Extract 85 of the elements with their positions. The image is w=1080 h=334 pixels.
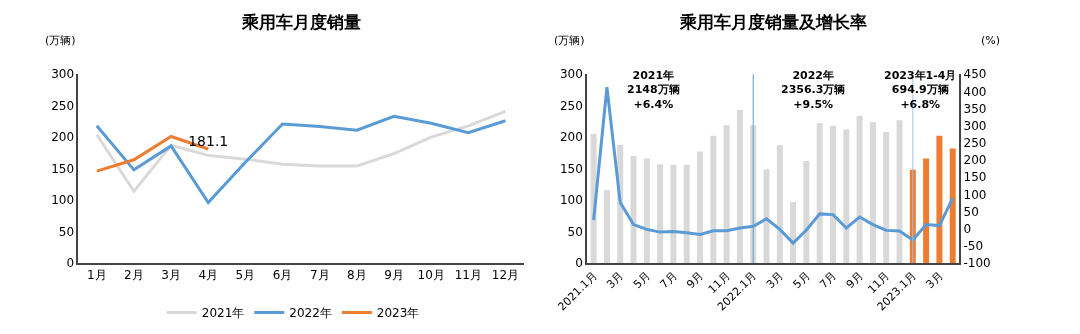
y-tick-label: 50 xyxy=(567,224,583,239)
line-series xyxy=(95,114,507,205)
annotation: 2021年 2148万辆 +6.4% xyxy=(627,69,680,111)
annotation: 2022年 2356.3万辆 +9.5% xyxy=(781,69,846,111)
bar xyxy=(643,158,650,263)
x-tick-label: 3月 xyxy=(161,268,181,283)
x-tick-label: 5月 xyxy=(235,268,256,283)
x-tick-label: 7月 xyxy=(309,268,330,283)
bar xyxy=(683,164,690,263)
y-tick-label: 250 xyxy=(51,98,75,113)
y-tick-label: 0 xyxy=(66,256,75,271)
bar xyxy=(670,164,677,263)
x-tick-label: 7月 xyxy=(657,269,680,292)
x-tick-label: 4月 xyxy=(198,268,219,283)
bar xyxy=(883,132,890,263)
y-tick-label: 250 xyxy=(559,98,583,113)
chart-title: 乘用车月度销量 xyxy=(241,12,361,32)
x-tick-label: 8月 xyxy=(347,268,367,283)
legend-label: 2021年 xyxy=(201,306,245,321)
x-tick-label: 10月 xyxy=(417,268,445,283)
y-tick-label: 200 xyxy=(559,130,583,145)
y-tick-label: 200 xyxy=(51,130,75,145)
x-tick-label: 7月 xyxy=(817,269,840,292)
y2-tick-label: 50 xyxy=(963,204,979,219)
bar xyxy=(803,161,810,263)
x-tick-label: 5月 xyxy=(630,269,653,292)
y2-tick-label: 100 xyxy=(963,187,987,202)
y2-tick-label: 150 xyxy=(963,170,987,185)
bar xyxy=(816,123,823,263)
x-tick-label: 3月 xyxy=(923,269,946,292)
y-tick-label: 0 xyxy=(575,256,583,271)
y-axis-title: (万辆) xyxy=(554,34,585,47)
x-tick-label: 3月 xyxy=(763,269,786,292)
data-label: 181.1 xyxy=(188,132,229,149)
y2-tick-label: 250 xyxy=(963,136,987,151)
bar xyxy=(869,122,876,263)
y-tick-label: 100 xyxy=(51,193,75,208)
bar xyxy=(896,120,903,263)
bar xyxy=(776,145,783,263)
bar xyxy=(763,169,770,263)
bar xyxy=(923,158,930,263)
bar xyxy=(697,151,704,263)
x-tick-label: 2月 xyxy=(124,268,144,283)
y-tick-label: 150 xyxy=(51,161,75,176)
legend-label: 2023年 xyxy=(376,306,420,321)
bar xyxy=(657,164,664,263)
y2-tick-label: 350 xyxy=(963,101,987,116)
annotation: 2023年1-4月 694.9万辆 +6.8% xyxy=(884,69,957,111)
bar xyxy=(830,125,837,263)
y-tick-label: 300 xyxy=(51,67,75,82)
bar xyxy=(843,129,850,263)
legend-label: 2022年 xyxy=(289,306,332,321)
x-tick-label: 9月 xyxy=(684,269,707,292)
y2-tick-label: 450 xyxy=(963,67,987,82)
x-tick-label: 5月 xyxy=(790,269,813,292)
y2-tick-label: 400 xyxy=(963,84,987,99)
x-tick-label: 9月 xyxy=(843,269,866,292)
bar xyxy=(723,125,730,263)
x-tick-label: 6月 xyxy=(272,268,293,283)
y-tick-label: 150 xyxy=(559,161,583,176)
y2-axis-title: (%) xyxy=(981,34,1001,47)
bar xyxy=(790,201,797,263)
bar xyxy=(630,156,637,263)
bar xyxy=(936,135,943,263)
y2-tick-label: -50 xyxy=(963,239,984,254)
y-tick-label: 300 xyxy=(559,67,583,82)
bar xyxy=(949,148,956,263)
y-axis-title: (万辆) xyxy=(45,34,76,47)
y-tick-label: 100 xyxy=(559,193,583,208)
line-series xyxy=(95,109,507,193)
x-tick-label: 3月 xyxy=(604,269,627,292)
y2-tick-label: -100 xyxy=(963,256,991,271)
chart-title: 乘用车月度销量及增长率 xyxy=(679,12,867,32)
x-tick-label: 9月 xyxy=(384,268,404,283)
x-tick-label: 11月 xyxy=(454,268,482,283)
bar xyxy=(603,190,610,263)
y2-tick-label: 200 xyxy=(963,153,987,168)
bar xyxy=(856,115,863,263)
bar xyxy=(710,135,717,263)
y2-tick-label: 0 xyxy=(963,221,972,236)
x-tick-label: 12月 xyxy=(491,268,520,283)
y2-tick-label: 300 xyxy=(963,118,987,133)
bar xyxy=(736,110,743,263)
x-tick-label: 1月 xyxy=(86,268,107,283)
y-tick-label: 50 xyxy=(58,224,75,239)
